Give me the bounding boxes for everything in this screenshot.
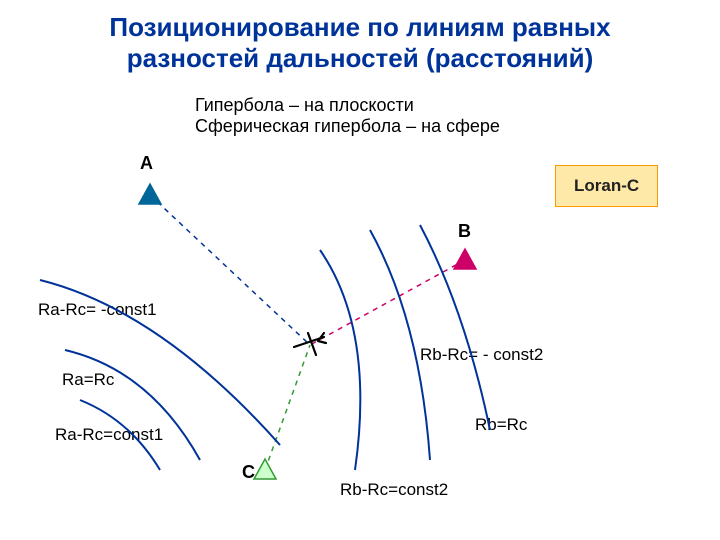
- diagram-svg: [0, 0, 720, 540]
